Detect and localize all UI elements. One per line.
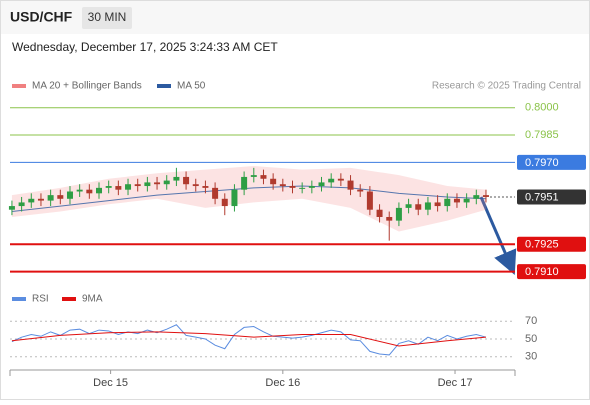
- candle-body: [357, 189, 364, 192]
- legend-label: 9MA: [82, 294, 103, 305]
- candle-body: [444, 198, 451, 207]
- candle-body: [96, 187, 103, 194]
- rsi-tick-label: 70: [525, 315, 537, 327]
- candle-body: [66, 191, 73, 199]
- candle-body: [18, 202, 25, 207]
- legend-label: MA 20 + Bollinger Bands: [32, 81, 142, 92]
- candle-body: [202, 186, 209, 188]
- level-label: 0.7970: [525, 157, 559, 169]
- level-label: 0.7985: [525, 129, 559, 141]
- candle-body: [8, 206, 15, 210]
- rsi-tick-label: 50: [525, 333, 537, 345]
- rsi-line: [11, 324, 487, 356]
- level-label-bg: [517, 264, 586, 280]
- forecast-arrow: [479, 196, 517, 276]
- candle-body: [308, 186, 315, 188]
- candle-body: [57, 195, 64, 199]
- credit: Research © 2025 Trading Central: [432, 81, 581, 92]
- bollinger-band: [11, 166, 486, 232]
- candle-body: [473, 195, 480, 199]
- ma50-line: [11, 185, 487, 213]
- x-tick-label: Dec 17: [438, 377, 473, 389]
- x-tick-label: Dec 16: [265, 377, 300, 389]
- candle-body: [453, 198, 460, 203]
- candle-body: [395, 207, 402, 221]
- candle-body: [105, 186, 112, 188]
- candle-body: [231, 189, 238, 207]
- legend-label: MA 50: [177, 81, 206, 92]
- candle-body: [386, 216, 393, 221]
- candle-body: [250, 175, 257, 177]
- legend-swatch: [12, 297, 26, 301]
- rsi-line: [11, 331, 487, 347]
- candle-body: [134, 184, 141, 187]
- candle-body: [125, 184, 132, 190]
- candle-body: [192, 184, 199, 187]
- candle-body: [434, 202, 441, 207]
- candle-body: [183, 176, 190, 185]
- candle-body: [241, 176, 248, 190]
- candle-body: [463, 198, 470, 203]
- candle-body: [366, 191, 373, 210]
- candle-body: [299, 187, 306, 189]
- candle-body: [482, 195, 489, 197]
- candle-body: [154, 182, 161, 185]
- candle-body: [328, 178, 335, 183]
- candle-body: [405, 204, 412, 208]
- candle-body: [115, 186, 122, 190]
- rsi-tick-label: 30: [525, 351, 537, 363]
- candle-body: [37, 198, 44, 201]
- timeframe: 30 MIN: [88, 10, 127, 24]
- candle-body: [212, 187, 219, 199]
- symbol: USD/CHF: [10, 9, 73, 25]
- candle-body: [260, 175, 267, 179]
- candle-body: [347, 180, 354, 190]
- candle-body: [173, 176, 180, 181]
- legend-swatch: [157, 84, 171, 88]
- candle-body: [221, 198, 228, 207]
- current-price-bg: [517, 189, 586, 205]
- legend-swatch: [12, 84, 26, 88]
- candle-body: [376, 209, 383, 217]
- candle-body: [270, 178, 277, 185]
- level-label-bg: [517, 236, 586, 252]
- current-price-label: 0.7951: [525, 191, 559, 203]
- level-label-bg: [517, 154, 586, 170]
- candle-body: [279, 184, 286, 187]
- legend-label: RSI: [32, 294, 49, 305]
- level-label: 0.8000: [525, 102, 559, 114]
- legend-swatch: [62, 297, 76, 301]
- candle-body: [144, 182, 151, 187]
- candle-body: [47, 195, 54, 201]
- subtitle: Wednesday, December 17, 2025 3:24:33 AM …: [12, 40, 278, 54]
- timeframe-badge: [82, 7, 132, 29]
- level-label: 0.7925: [525, 239, 559, 251]
- candle-body: [86, 189, 93, 194]
- legend: MA 20 + Bollinger Bands MA 50 RSI 9MA: [12, 81, 206, 305]
- candle-body: [318, 182, 325, 187]
- candle-body: [415, 204, 422, 210]
- x-tick-label: Dec 15: [93, 377, 128, 389]
- level-label: 0.7910: [525, 266, 559, 278]
- candle-body: [163, 180, 170, 185]
- candle-body: [76, 189, 83, 192]
- candle-body: [424, 202, 431, 210]
- candle-body: [289, 186, 296, 188]
- candle-body: [337, 178, 344, 181]
- candle-body: [28, 198, 35, 203]
